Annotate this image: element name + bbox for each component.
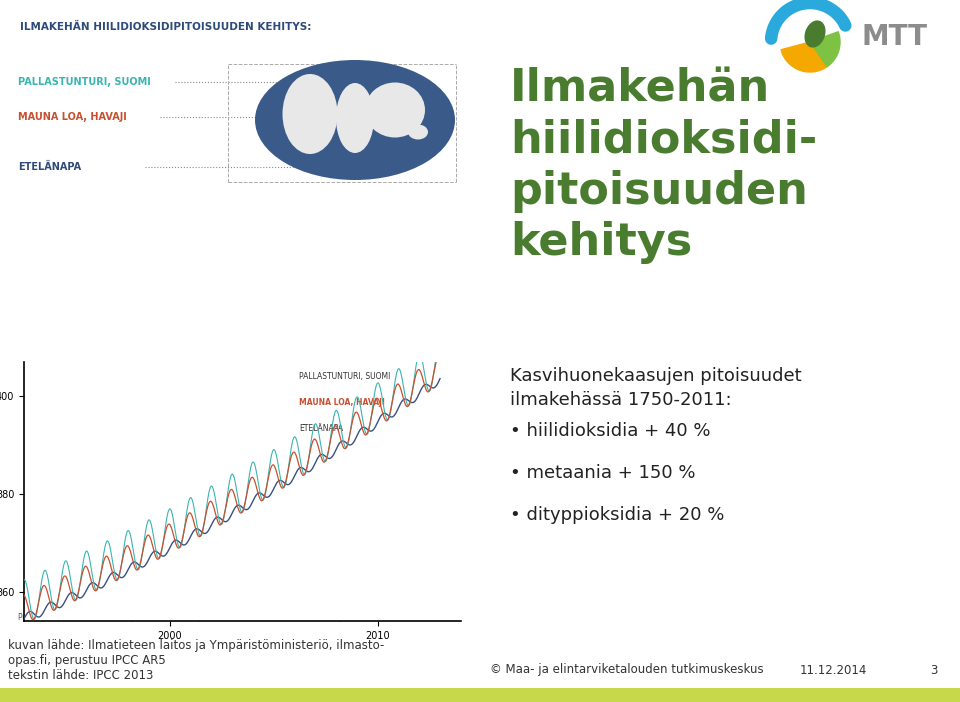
Text: • metaania + 150 %: • metaania + 150 % [510,464,695,482]
Text: tekstin lähde: IPCC 2013: tekstin lähde: IPCC 2013 [8,669,154,682]
Text: kuvan lähde: Ilmatieteen laitos ja Ympäristöministeriö, ilmasto-: kuvan lähde: Ilmatieteen laitos ja Ympär… [8,639,384,652]
Text: 11.12.2014: 11.12.2014 [800,663,868,677]
Polygon shape [810,32,840,67]
Text: ILMAKEHÄN HIILIDIOKSIDIPITOISUUDEN KEHITYS:: ILMAKEHÄN HIILIDIOKSIDIPITOISUUDEN KEHIT… [20,22,311,32]
Text: Ilmakehän
hiilidioksidi-
pitoisuuden
kehitys: Ilmakehän hiilidioksidi- pitoisuuden keh… [510,67,817,265]
Ellipse shape [336,83,374,153]
Text: ETELÄNAPA: ETELÄNAPA [18,162,82,172]
Bar [0,688,960,702]
Text: • hiilidioksidia + 40 %: • hiilidioksidia + 40 % [510,422,710,440]
Text: MAUNA LOA, HAVAJI: MAUNA LOA, HAVAJI [300,398,385,407]
Text: • dityppioksidia + 20 %: • dityppioksidia + 20 % [510,506,725,524]
Text: MAUNA LOA, HAVAJI: MAUNA LOA, HAVAJI [18,112,127,122]
Text: opas.fi, perustuu IPCC AR5: opas.fi, perustuu IPCC AR5 [8,654,166,667]
Polygon shape [781,42,828,72]
Text: ETELÄNAPA: ETELÄNAPA [300,424,344,433]
Text: PALLASTUNTURI, SUOMI: PALLASTUNTURI, SUOMI [18,77,151,87]
Text: © Maa- ja elintarviketalouden tutkimuskeskus: © Maa- ja elintarviketalouden tutkimuske… [490,663,763,677]
Text: PALLASTUNTURI, SUOMI: PALLASTUNTURI, SUOMI [300,372,391,381]
Text: 3: 3 [930,663,937,677]
Ellipse shape [255,60,455,180]
Text: MTT: MTT [862,23,928,51]
Ellipse shape [282,74,338,154]
Ellipse shape [804,20,826,48]
Text: Perustuu IPCC:n 5. arviointiraportin WG1-osaraportiin tietoihin.   Pallaksen luk: Perustuu IPCC:n 5. arviointiraportin WG1… [18,613,447,622]
Ellipse shape [365,83,425,138]
Text: Kasvihuonekaasujen pitoisuudet
ilmakehässä 1750-2011:: Kasvihuonekaasujen pitoisuudet ilmakehäs… [510,367,802,409]
Ellipse shape [408,124,428,140]
